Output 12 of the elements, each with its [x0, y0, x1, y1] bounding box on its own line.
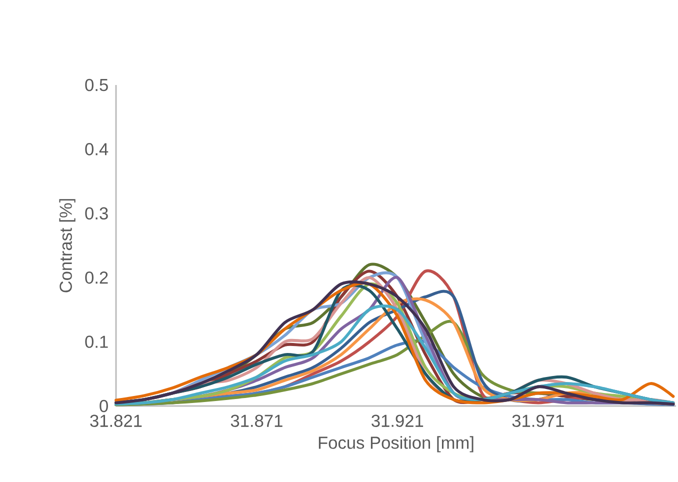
y-tick-label: 0 [100, 400, 108, 412]
x-tick-label: 31.921 [372, 414, 424, 427]
x-axis-title: Focus Position [mm] [318, 436, 474, 452]
x-tick-label: 31.971 [512, 414, 564, 427]
y-tick-label: 0.2 [85, 271, 108, 284]
y-tick-label: 0.4 [85, 143, 108, 156]
x-tick-label: 31.821 [90, 414, 142, 427]
x-tick-label: 31.871 [230, 414, 282, 427]
y-tick-label: 0.1 [85, 336, 108, 348]
y-tick-label: 0.5 [85, 78, 108, 92]
y-axis-title: Contrast [%] [59, 199, 76, 292]
y-tick-label: 0.3 [85, 207, 108, 220]
